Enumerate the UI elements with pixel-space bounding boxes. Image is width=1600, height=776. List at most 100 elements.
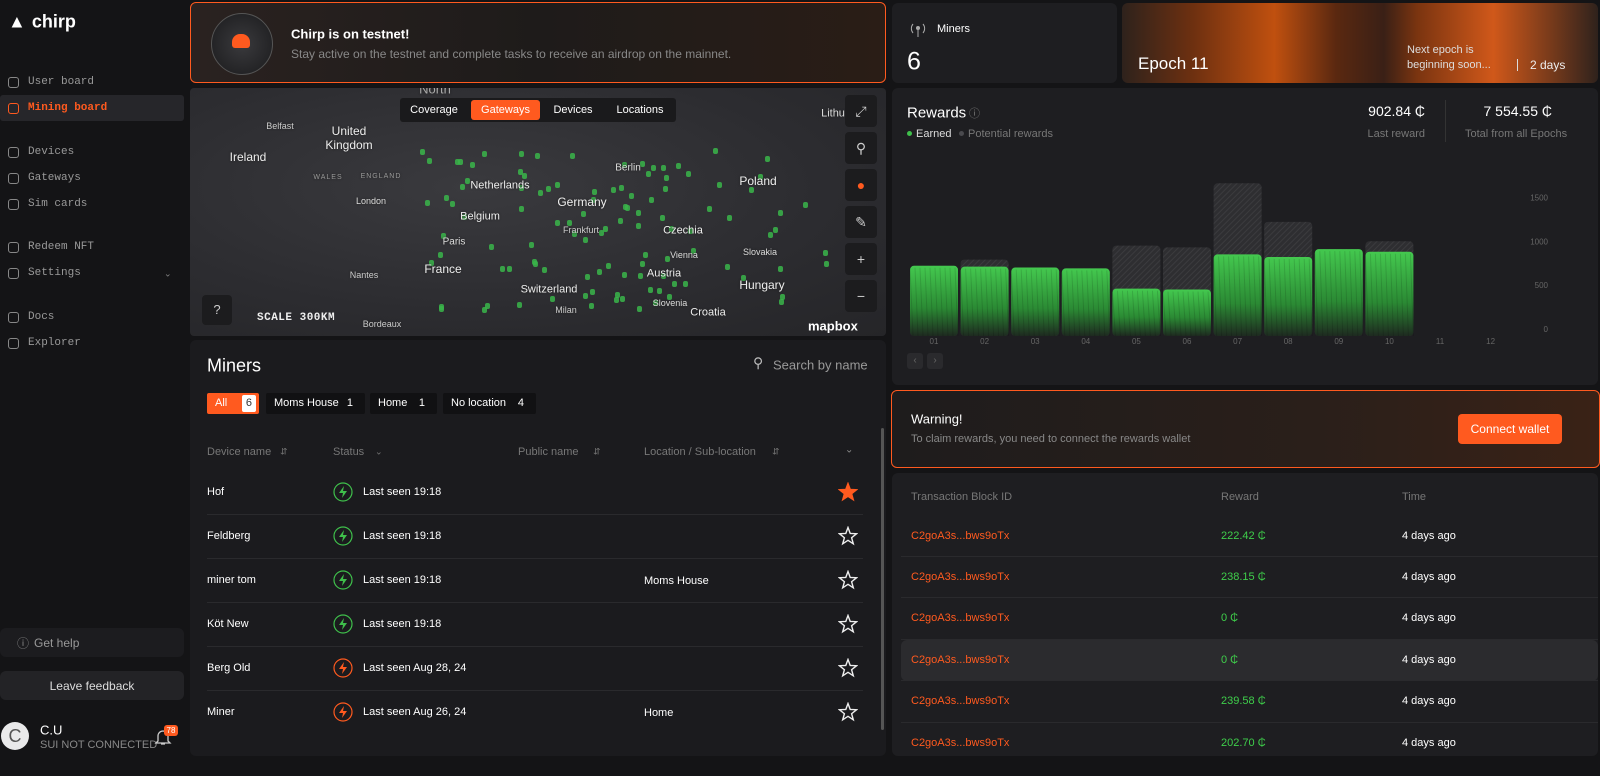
- gateway-dot: [724, 264, 730, 271]
- sort-icon[interactable]: ⇵: [280, 446, 288, 457]
- gateway-dot: [615, 291, 621, 298]
- feedback-button[interactable]: [0, 671, 184, 700]
- nav-item[interactable]: Mining board: [28, 102, 108, 114]
- help-box[interactable]: [0, 628, 184, 657]
- chart-next[interactable]: ›: [927, 353, 943, 369]
- map-control[interactable]: ⤢: [845, 95, 877, 127]
- miners-stat-count: 6: [907, 47, 921, 76]
- gateway-dot: [550, 296, 556, 303]
- tx-id[interactable]: C2goA3s...bws9oTx: [911, 571, 1010, 583]
- filter-chip[interactable]: All 6: [207, 393, 259, 414]
- logo[interactable]: ▲ chirp: [8, 11, 76, 32]
- legend-label[interactable]: Potential rewards: [968, 128, 1053, 140]
- map-control[interactable]: −: [845, 280, 877, 312]
- tx-reward: 239.58 ₵: [1221, 695, 1266, 707]
- tx-reward: 0 ₵: [1221, 654, 1239, 666]
- favorite-star[interactable]: [838, 526, 858, 546]
- bar-texture: [1086, 270, 1091, 337]
- map-control[interactable]: +: [845, 243, 877, 275]
- earned-bar: [1264, 257, 1313, 336]
- bar-texture: [1404, 253, 1409, 337]
- chart-prev[interactable]: ‹: [907, 353, 923, 369]
- column-header[interactable]: Public name: [518, 446, 579, 458]
- y-tick-label: 1000: [1530, 237, 1548, 246]
- miner-row[interactable]: [207, 690, 863, 735]
- scrollbar[interactable]: [881, 428, 884, 730]
- x-tick-label: 11: [1436, 337, 1445, 346]
- favorite-star[interactable]: [838, 658, 858, 678]
- miner-row[interactable]: [207, 470, 863, 514]
- gateway-dot: [712, 148, 718, 155]
- connect-wallet-button[interactable]: Connect wallet: [1458, 414, 1562, 444]
- last-reward: 902.84 ₵: [1368, 103, 1425, 119]
- nav-item[interactable]: Explorer: [28, 337, 81, 349]
- nav-item[interactable]: Docs: [28, 311, 55, 323]
- sort-icon[interactable]: ⌄: [375, 446, 383, 457]
- nav-item[interactable]: Devices: [28, 146, 75, 158]
- map-help[interactable]: ?: [202, 295, 232, 325]
- bar-texture: [1379, 253, 1384, 337]
- map-tab[interactable]: Devices: [553, 104, 593, 116]
- favorite-star[interactable]: [838, 482, 858, 502]
- bar-texture: [960, 268, 965, 337]
- filter-chip[interactable]: Home 1: [370, 393, 437, 414]
- filter-label: Moms House: [274, 397, 339, 409]
- tx-id[interactable]: C2goA3s...bws9oTx: [911, 612, 1010, 624]
- tx-id[interactable]: C2goA3s...bws9oTx: [911, 530, 1010, 542]
- warning-text: To claim rewards, you need to connect th…: [911, 433, 1191, 445]
- info-icon[interactable]: ⓘ: [969, 108, 980, 120]
- tx-reward: 202.70 ₵: [1221, 737, 1266, 749]
- filter-chip[interactable]: Moms House 1: [266, 393, 365, 414]
- map-control[interactable]: ●: [845, 169, 877, 201]
- bar-texture: [1005, 268, 1010, 337]
- favorite-star[interactable]: [838, 614, 858, 634]
- map-label: Bordeaux: [362, 318, 402, 329]
- map-control[interactable]: ⚲: [845, 132, 877, 164]
- columns-toggle[interactable]: ⌄: [845, 444, 854, 456]
- miner-row[interactable]: [207, 514, 863, 559]
- favorite-star[interactable]: [838, 702, 858, 722]
- bar-texture: [1055, 269, 1060, 337]
- miner-row[interactable]: [207, 646, 863, 691]
- nav-item[interactable]: Settings: [28, 267, 81, 279]
- column-header[interactable]: Location / Sub-location: [644, 446, 756, 458]
- tx-id[interactable]: C2goA3s...bws9oTx: [911, 737, 1010, 749]
- column-header[interactable]: Device name: [207, 446, 272, 458]
- miner-row[interactable]: [207, 602, 863, 647]
- nav-item[interactable]: User board: [28, 76, 95, 88]
- legend-label[interactable]: Earned: [916, 128, 952, 140]
- bar-texture: [1076, 270, 1081, 337]
- bar-texture: [939, 267, 944, 337]
- column-header[interactable]: Status: [333, 446, 365, 458]
- map-tab[interactable]: Gateways: [471, 100, 540, 120]
- bar-texture: [965, 268, 970, 337]
- nav-item[interactable]: Redeem NFT: [28, 241, 95, 253]
- avatar[interactable]: C: [1, 722, 29, 750]
- tx-header: Reward: [1221, 491, 1259, 503]
- tx-separator: [901, 597, 1598, 598]
- status-icon: [333, 658, 353, 678]
- filter-chip[interactable]: No location 4: [443, 393, 536, 414]
- settings-chevron[interactable]: ⌄: [164, 268, 172, 279]
- get-help: Get help: [34, 636, 80, 650]
- sort-icon[interactable]: ⇵: [593, 446, 601, 457]
- map-tab[interactable]: Coverage: [410, 104, 458, 116]
- gateway-dot: [656, 287, 662, 294]
- search-input[interactable]: Search by name: [773, 357, 868, 373]
- bar-texture: [1131, 290, 1136, 337]
- nav-item[interactable]: Gateways: [28, 172, 81, 184]
- favorite-star[interactable]: [838, 570, 858, 590]
- map-control[interactable]: ✎: [845, 206, 877, 238]
- tx-id[interactable]: C2goA3s...bws9oTx: [911, 695, 1010, 707]
- device-name: Feldberg: [207, 530, 251, 542]
- nav-item[interactable]: Sim cards: [28, 198, 88, 210]
- miner-row[interactable]: [207, 558, 863, 603]
- gateway-dot: [596, 269, 602, 275]
- sort-icon[interactable]: ⇵: [772, 446, 780, 457]
- tx-id[interactable]: C2goA3s...bws9oTx: [911, 654, 1010, 666]
- bar-texture: [1409, 253, 1414, 337]
- map[interactable]: North Belfast United Kingdom Ireland WALES EN…: [190, 88, 886, 336]
- earned-bar: [1213, 254, 1262, 336]
- map-tab[interactable]: Locations: [616, 104, 664, 116]
- gateway-dot: [461, 214, 467, 220]
